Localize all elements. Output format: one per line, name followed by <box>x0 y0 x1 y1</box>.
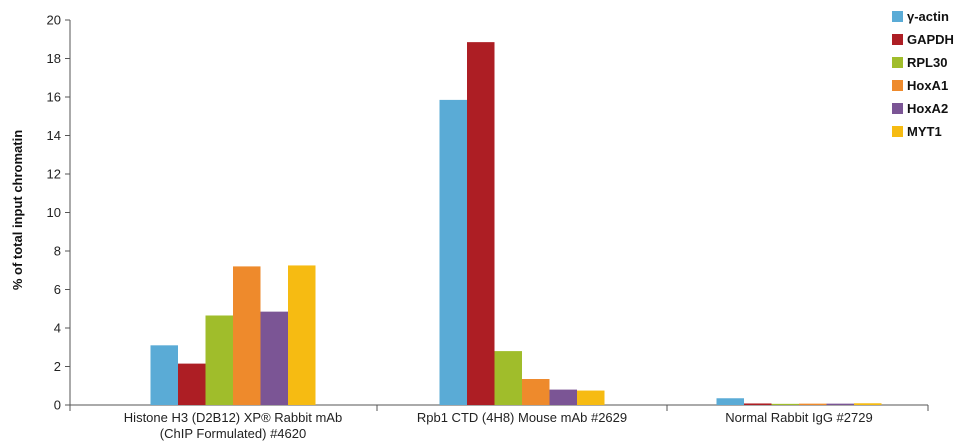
legend-label: HoxA2 <box>907 101 948 116</box>
bar-actin-1 <box>439 99 467 405</box>
bar-gapdh-0 <box>178 363 206 405</box>
legend-label: γ-actin <box>907 9 949 24</box>
bar-hoxa2-2 <box>826 403 854 405</box>
x-category-label: Histone H3 (D2B12) XP® Rabbit mAb <box>124 410 342 425</box>
legend-label: MYT1 <box>907 124 942 139</box>
bar-rpl30-0 <box>205 315 233 405</box>
y-tick-label: 18 <box>47 51 61 66</box>
bar-actin-0 <box>150 345 178 405</box>
bar-actin-2 <box>716 398 744 405</box>
legend-label: RPL30 <box>907 55 947 70</box>
legend-swatch <box>892 103 903 114</box>
legend-label: GAPDH <box>907 32 954 47</box>
legend-label: HoxA1 <box>907 78 948 93</box>
bar-hoxa1-0 <box>233 266 261 405</box>
y-tick-label: 6 <box>54 282 61 297</box>
x-category-label: Normal Rabbit IgG #2729 <box>725 410 872 425</box>
legend-swatch <box>892 57 903 68</box>
bar-myt1-0 <box>288 265 316 405</box>
bar-hoxa2-1 <box>549 389 577 405</box>
bar-rpl30-2 <box>771 403 799 405</box>
legend-swatch <box>892 80 903 91</box>
legend-swatch <box>892 126 903 137</box>
bars <box>150 42 882 405</box>
labels: 0 2 4 6 8 10 12 14 16 18 20 Histone H3 (D2B12) XP® … <box>47 13 873 442</box>
y-tick-label: 14 <box>47 128 61 143</box>
y-tick-label: 16 <box>47 90 61 105</box>
y-tick-label: 20 <box>47 13 61 28</box>
x-category-label: Rpb1 CTD (4H8) Mouse mAb #2629 <box>417 410 627 425</box>
bar-rpl30-1 <box>494 351 522 405</box>
y-tick-label: 12 <box>47 167 61 182</box>
bar-gapdh-1 <box>467 42 495 405</box>
y-tick-label: 2 <box>54 359 61 374</box>
y-tick-label: 0 <box>54 398 61 413</box>
y-tick-label: 8 <box>54 244 61 259</box>
legend-swatch <box>892 11 903 22</box>
x-category-label: (ChIP Formulated) #4620 <box>160 426 306 441</box>
bar-myt1-2 <box>854 403 882 405</box>
bar-hoxa2-0 <box>260 311 288 405</box>
y-axis-title: % of total input chromatin <box>10 130 25 290</box>
bar-hoxa1-1 <box>522 379 550 405</box>
y-tick-label: 4 <box>54 321 61 336</box>
bar-hoxa1-2 <box>799 403 827 405</box>
bar-gapdh-2 <box>744 403 772 405</box>
y-tick-label: 10 <box>47 205 61 220</box>
bar-myt1-1 <box>577 390 605 405</box>
legend: γ-actin GAPDH RPL30 HoxA1 HoxA2 MYT1 <box>892 9 954 139</box>
legend-swatch <box>892 34 903 45</box>
